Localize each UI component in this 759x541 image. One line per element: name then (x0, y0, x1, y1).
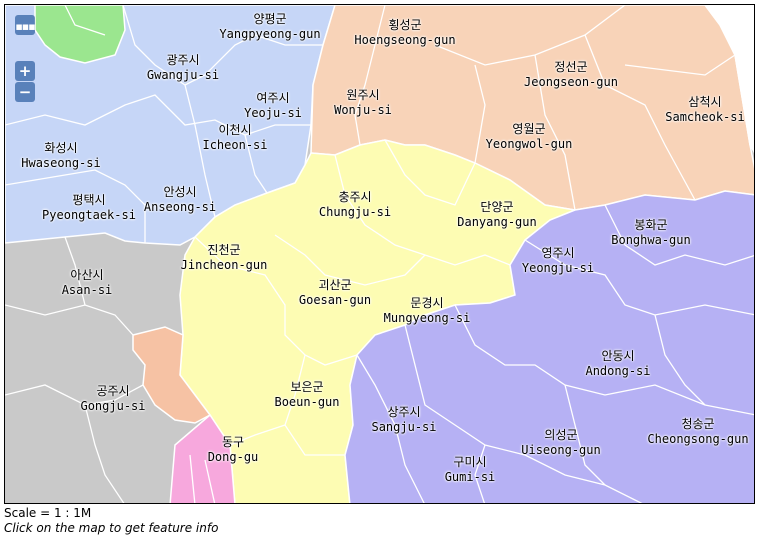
place-label: 의성군 Uiseong-gun (521, 428, 600, 458)
place-label: 정선군 Jeongseon-gun (524, 60, 618, 90)
zoom-out-button[interactable]: − (15, 82, 35, 102)
place-label-romanized: Jincheon-gun (180, 258, 268, 272)
place-label-korean: 괴산군 (318, 278, 352, 292)
place-label-korean: 봉화군 (634, 218, 668, 232)
layer-switcher-icon: ▪▪▪ (15, 20, 35, 33)
place-label-romanized: Mungyeong-si (383, 311, 471, 325)
place-label-romanized: Uiseong-gun (521, 443, 601, 457)
place-label-korean: 삼척시 (688, 95, 722, 109)
place-label-korean: 광주시 (166, 53, 200, 67)
place-label-korean: 영주시 (541, 246, 575, 260)
place-label-romanized: Yeongju-si (521, 261, 595, 275)
region-daejeon[interactable] (132, 326, 212, 424)
place-label-korean: 단양군 (480, 200, 514, 214)
place-label-korean: 영월군 (512, 122, 546, 136)
place-label-korean: 아산시 (70, 268, 104, 282)
place-label-korean: 화성시 (44, 141, 78, 155)
place-label: 횡성군 Hoengseong-gun (354, 18, 455, 48)
place-label-romanized: Goesan-gun (298, 293, 372, 307)
place-label: 삼척시 Samcheok-si (665, 95, 744, 125)
place-label-korean: 공주시 (96, 384, 130, 398)
place-label-romanized: Sangju-si (371, 420, 437, 434)
zoom-in-button[interactable]: + (15, 61, 35, 81)
place-label-romanized: Cheongsong-gun (647, 432, 749, 446)
place-label: 동구 Dong-gu (208, 435, 259, 465)
district-boundaries (5, 5, 754, 503)
place-label: 진천군 Jincheon-gun (181, 243, 268, 273)
place-label: 보은군 Boeun-gun (274, 380, 339, 410)
place-label-korean: 상주시 (387, 405, 421, 419)
place-label: 문경시 Mungyeong-si (384, 296, 471, 326)
place-label-romanized: Icheon-si (202, 138, 268, 152)
place-label: 단양군 Danyang-gun (457, 200, 536, 230)
place-label-romanized: Andong-si (585, 364, 651, 378)
place-label: 공주시 Gongju-si (80, 384, 145, 414)
place-label: 이천시 Icheon-si (202, 123, 267, 153)
place-label: 청송군 Cheongsong-gun (647, 417, 748, 447)
place-label: 충주시 Chungju-si (319, 190, 391, 220)
place-label-korean: 여주시 (256, 91, 290, 105)
place-label: 구미시 Gumi-si (445, 455, 496, 485)
place-label: 원주시 Wonju-si (334, 88, 392, 118)
place-label-romanized: Boeun-gun (274, 395, 340, 409)
place-label: 영월군 Yeongwol-gun (486, 122, 573, 152)
place-label-romanized: Hwaseong-si (21, 156, 101, 170)
place-label-romanized: Gumi-si (444, 470, 496, 484)
place-label: 봉화군 Bonghwa-gun (611, 218, 690, 248)
place-label: 괴산군 Goesan-gun (299, 278, 371, 308)
place-label-korean: 이천시 (218, 123, 252, 137)
place-label-romanized: Bonghwa-gun (611, 233, 691, 247)
place-label-korean: 정선군 (554, 60, 588, 74)
place-label-romanized: Chungju-si (318, 205, 392, 219)
place-label: 여주시 Yeoju-si (244, 91, 302, 121)
map-viewport[interactable]: 양평군 Yangpyeong-gun 횡성군 Hoengseong-gun 광주시 Gwa… (4, 4, 755, 504)
region-east-edge (704, 5, 754, 154)
place-label-romanized: Asan-si (61, 283, 113, 297)
region-gyeongbuk[interactable] (344, 190, 755, 504)
place-label-romanized: Wonju-si (334, 103, 392, 117)
place-label-romanized: Gongju-si (80, 399, 146, 413)
region-daegu[interactable] (169, 413, 236, 504)
place-label-korean: 보은군 (290, 380, 324, 394)
place-label-korean: 평택시 (72, 193, 106, 207)
place-label: 상주시 Sangju-si (371, 405, 436, 435)
place-label-korean: 의성군 (544, 428, 578, 442)
place-label: 안동시 Andong-si (585, 349, 650, 379)
place-label-korean: 진천군 (207, 243, 241, 257)
place-label-korean: 문경시 (410, 296, 444, 310)
place-label-romanized: Gwangju-si (146, 68, 220, 82)
place-label-romanized: Danyang-gun (457, 215, 537, 229)
place-label-korean: 충주시 (338, 190, 372, 204)
place-label-romanized: Hoengseong-gun (354, 33, 456, 47)
place-label: 안성시 Anseong-si (144, 185, 216, 215)
place-label-korean: 양평군 (253, 12, 287, 26)
place-label-korean: 청송군 (681, 417, 715, 431)
place-label-romanized: Samcheok-si (665, 110, 745, 124)
region-seoul[interactable] (34, 5, 126, 64)
place-label: 양평군 Yangpyeong-gun (219, 12, 320, 42)
place-label: 영주시 Yeongju-si (522, 246, 594, 276)
place-label-korean: 횡성군 (388, 18, 422, 32)
map-hint-text: Click on the map to get feature info (4, 521, 219, 535)
place-label: 평택시 Pyeongtaek-si (42, 193, 136, 223)
place-label-korean: 동구 (221, 435, 245, 449)
place-label: 아산시 Asan-si (62, 268, 113, 298)
place-label-romanized: Yangpyeong-gun (219, 27, 321, 41)
scale-text: Scale = 1 : 1M (4, 506, 92, 520)
layer-switcher-button[interactable]: ▪▪▪ (15, 15, 36, 35)
place-label-korean: 안성시 (163, 185, 197, 199)
place-label-romanized: Jeongseon-gun (524, 75, 618, 89)
place-label-korean: 구미시 (453, 455, 487, 469)
place-label-romanized: Yeongwol-gun (485, 137, 573, 151)
place-label-korean: 안동시 (601, 349, 635, 363)
place-label-romanized: Dong-gu (207, 450, 259, 464)
map-canvas[interactable] (5, 5, 755, 504)
place-label: 화성시 Hwaseong-si (21, 141, 100, 171)
place-label: 광주시 Gwangju-si (147, 53, 219, 83)
place-label-romanized: Pyeongtaek-si (42, 208, 136, 222)
place-label-romanized: Yeoju-si (244, 106, 302, 120)
place-label-korean: 원주시 (346, 88, 380, 102)
place-label-romanized: Anseong-si (143, 200, 217, 214)
